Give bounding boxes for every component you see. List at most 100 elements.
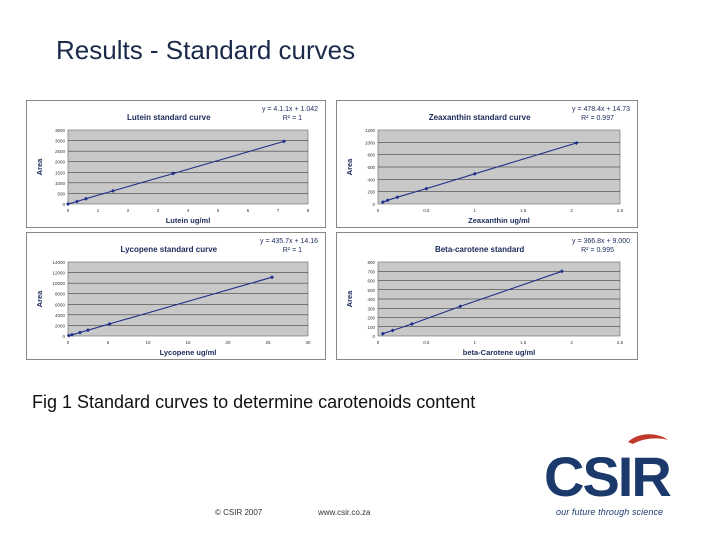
x-axis-label: Lutein ug/ml xyxy=(166,216,211,225)
x-tick-label: 30 xyxy=(305,340,311,345)
x-axis-label: Lycopene ug/ml xyxy=(160,348,217,357)
x-tick-label: 0.5 xyxy=(423,340,430,345)
y-tick-label: 10000 xyxy=(52,281,65,286)
x-tick-label: 2.5 xyxy=(617,208,624,213)
y-axis-label: Area xyxy=(35,158,44,176)
plot-area xyxy=(67,261,309,337)
y-tick-label: 500 xyxy=(367,288,375,293)
csir-logo: CSIR xyxy=(544,434,673,508)
r-squared: R² = 0.997 xyxy=(581,115,614,122)
x-tick-label: 0.5 xyxy=(423,208,430,213)
x-tick-label: 4 xyxy=(187,208,190,213)
data-point xyxy=(559,269,564,274)
y-tick-label: 700 xyxy=(367,269,375,274)
r-squared: R² = 1 xyxy=(283,115,302,122)
footer-copyright: © CSIR 2007 xyxy=(215,508,263,517)
x-tick-label: 15 xyxy=(185,340,191,345)
x-tick-label: 7 xyxy=(277,208,280,213)
x-tick-label: 6 xyxy=(247,208,250,213)
trendline-equation: y = 4.1.1x + 1.042 xyxy=(262,106,318,113)
data-point xyxy=(380,331,385,336)
y-tick-label: 4000 xyxy=(55,313,66,318)
y-tick-label: 2000 xyxy=(55,160,66,165)
footer-url[interactable]: www.csir.co.za xyxy=(318,508,371,517)
y-axis-label: Area xyxy=(345,158,354,176)
trendline-equation: y = 366.8x + 9.000 xyxy=(572,238,630,245)
data-point xyxy=(86,328,90,333)
lutein-chart: 0 500 1000 1500 2000 2500 3000 3500 0 1 2 3 4 5 6 7 8 Lut… xyxy=(26,100,326,228)
logo-text: CSIR xyxy=(544,445,671,508)
data-point xyxy=(66,202,70,206)
x-tick-label: 2.5 xyxy=(617,340,624,345)
y-tick-label: 3000 xyxy=(55,139,66,144)
logo-swoosh xyxy=(628,434,668,444)
y-tick-label: 1500 xyxy=(55,170,66,175)
x-tick-label: 1 xyxy=(474,340,477,345)
y-tick-label: 14000 xyxy=(52,260,65,265)
x-tick-label: 1.5 xyxy=(520,340,527,345)
y-tick-label: 0 xyxy=(372,334,375,339)
x-tick-label: 5 xyxy=(107,340,110,345)
trendline-equation: y = 478.4x + 14.73 xyxy=(572,106,630,113)
x-tick-label: 2 xyxy=(127,208,130,213)
x-tick-label: 0 xyxy=(67,340,70,345)
y-tick-label: 600 xyxy=(367,165,375,170)
data-point xyxy=(409,321,414,326)
data-point xyxy=(84,196,88,201)
x-tick-label: 1.5 xyxy=(520,208,527,213)
y-tick-label: 8000 xyxy=(55,292,66,297)
y-tick-label: 0 xyxy=(372,202,375,207)
y-tick-label: 6000 xyxy=(55,302,66,307)
data-point xyxy=(111,188,115,193)
x-tick-label: 3 xyxy=(157,208,160,213)
y-tick-label: 500 xyxy=(57,191,65,196)
slide-title: Results - Standard curves xyxy=(56,35,356,65)
logo-tagline: our future through science xyxy=(556,507,664,517)
x-tick-label: 0 xyxy=(377,208,380,213)
y-tick-label: 1200 xyxy=(365,128,376,133)
trendline-equation: y = 435.7x + 14.16 xyxy=(260,238,318,245)
data-point xyxy=(270,275,274,280)
data-point xyxy=(70,332,74,337)
x-tick-label: 1 xyxy=(474,208,477,213)
data-point xyxy=(390,328,395,333)
r-squared: R² = 0.995 xyxy=(581,247,614,254)
y-tick-label: 2500 xyxy=(55,149,66,154)
x-tick-label: 20 xyxy=(225,340,231,345)
plot-area xyxy=(67,129,309,205)
x-tick-label: 10 xyxy=(145,340,151,345)
chart-title: Lutein standard curve xyxy=(127,113,211,122)
y-tick-label: 2000 xyxy=(55,323,66,328)
data-point xyxy=(424,186,429,191)
y-tick-label: 800 xyxy=(367,260,375,265)
r-squared: R² = 1 xyxy=(283,247,302,254)
data-point xyxy=(78,330,82,335)
y-tick-label: 0 xyxy=(62,202,65,207)
y-tick-label: 400 xyxy=(367,297,375,302)
x-tick-label: 2 xyxy=(570,208,573,213)
data-point xyxy=(75,199,79,204)
y-tick-label: 400 xyxy=(367,177,375,182)
y-tick-label: 200 xyxy=(367,190,375,195)
y-axis-label: Area xyxy=(345,290,354,308)
x-tick-label: 1 xyxy=(97,208,100,213)
chart-title: Lycopene standard curve xyxy=(120,245,217,254)
lycopene-chart: 0 2000 4000 6000 8000 10000 12000 14000 0 5 10 15 20… xyxy=(26,232,326,360)
x-tick-label: 25 xyxy=(265,340,271,345)
data-point xyxy=(171,171,175,176)
data-point xyxy=(282,139,286,144)
x-axis-label: Zeaxanthin ug/ml xyxy=(468,216,530,225)
standard-curves-panel: 0 500 1000 1500 2000 2500 3000 3500 0 1 2 3 4 5 6 7 8 Lut… xyxy=(26,100,638,360)
figure-caption: Fig 1 Standard curves to determine carot… xyxy=(32,392,476,412)
y-tick-label: 600 xyxy=(367,279,375,284)
y-tick-label: 200 xyxy=(367,316,375,321)
y-axis-label: Area xyxy=(35,290,44,308)
data-point xyxy=(458,304,463,309)
data-point xyxy=(380,200,385,205)
y-tick-label: 300 xyxy=(367,306,375,311)
beta-carotene-chart: 0 100 200 300 400 500 600 700 800 0 0.5 1 1.5 2 2.5 bet… xyxy=(336,232,638,360)
y-tick-label: 3500 xyxy=(55,128,66,133)
chart-title: Zeaxanthin standard curve xyxy=(429,113,531,122)
y-tick-label: 12000 xyxy=(52,271,65,276)
data-point xyxy=(395,195,400,200)
